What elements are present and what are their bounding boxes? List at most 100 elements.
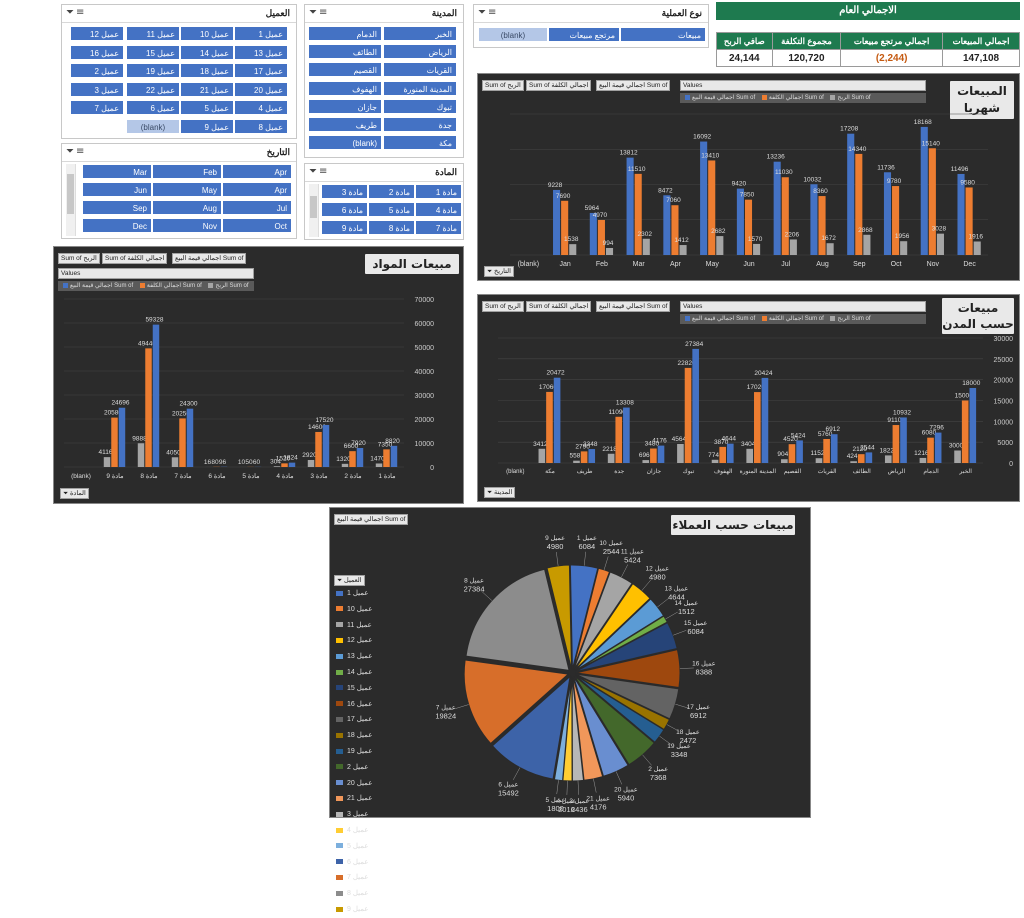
axis-field-button[interactable]: ⏷ المادة [60,488,89,499]
slicer-item[interactable]: الرياض [383,44,457,59]
x-tick-label: مادة 6 [208,472,226,480]
legend-item[interactable]: عميل 8 [336,886,396,902]
slicer-scrollbar[interactable] [309,184,319,237]
legend-item[interactable]: عميل 9 [336,902,396,918]
legend-item[interactable]: عميل 4 [336,823,396,839]
slicer-item[interactable]: عميل 1 [234,26,288,41]
slicer-item[interactable]: عميل 20 [234,82,288,97]
slicer-item[interactable]: عميل 10 [180,26,234,41]
clear-filter-icon[interactable]: ⏷≡ [66,7,86,18]
slicer-item[interactable]: مكة [383,135,457,150]
legend-item[interactable]: عميل 11 [336,618,396,634]
slicer-item[interactable]: Oct [222,218,292,233]
legend-item[interactable]: عميل 1 [336,586,396,602]
slicer-item[interactable]: عميل 21 [180,82,234,97]
legend-item[interactable]: عميل 2 [336,760,396,776]
legend-item[interactable]: عميل 15 [336,681,396,697]
slicer-item[interactable]: عميل 11 [126,26,180,41]
slicer-item[interactable]: طريف [308,117,382,132]
slicer-item[interactable]: عميل 8 [234,119,288,134]
legend-item[interactable]: عميل 16 [336,697,396,713]
legend-item[interactable]: عميل 6 [336,855,396,871]
slicer-item[interactable]: مادة 1 [415,184,462,199]
slicer-item[interactable]: عميل 7 [70,100,124,115]
legend-item[interactable]: عميل 5 [336,839,396,855]
slicer-item[interactable]: عميل 18 [180,63,234,78]
legend-item[interactable]: عميل 14 [336,665,396,681]
slicer-item[interactable]: Apr [222,164,292,179]
legend-field-button[interactable]: ⏷ العميل [334,575,365,586]
slicer-item[interactable]: مادة 5 [368,202,415,217]
slicer-item[interactable]: Dec [82,218,152,233]
scroll-thumb[interactable] [310,196,317,218]
legend-item[interactable]: عميل 19 [336,744,396,760]
slicer-item[interactable]: مادة 6 [321,202,368,217]
slicer-item[interactable]: عميل 14 [180,45,234,60]
slicer-item[interactable]: المدينة المنورة [383,81,457,96]
slicer-item[interactable]: مبيعات [620,27,706,42]
clear-filter-icon[interactable]: ⏷≡ [309,7,329,18]
slicer-item[interactable]: Jun [82,182,152,197]
slicer-item[interactable]: عميل 2 [70,63,124,78]
clear-filter-icon[interactable]: ⏷≡ [66,146,86,157]
slicer-item[interactable]: مرتجع مبيعات [548,27,620,42]
slicer-item[interactable]: القريات [383,62,457,77]
slicer-item[interactable]: عميل 3 [70,82,124,97]
slicer-item[interactable]: Jul [222,200,292,215]
scroll-thumb[interactable] [67,174,74,214]
slicer-item[interactable]: Sep [82,200,152,215]
slicer-item[interactable]: عميل 9 [180,119,234,134]
slicer-item[interactable]: مادة 4 [415,202,462,217]
slicer-item[interactable]: الهفوف [308,81,382,96]
slicer-item[interactable]: عميل 16 [70,45,124,60]
slicer-item[interactable]: مادة 7 [415,220,462,235]
slicer-item[interactable]: (blank) [308,135,382,150]
slicer-item[interactable]: عميل 4 [234,100,288,115]
slicer-item[interactable]: Aug [152,200,222,215]
slicer-item[interactable]: جازان [308,99,382,114]
slicer-item[interactable]: تبوك [383,99,457,114]
slicer-item[interactable]: May [152,182,222,197]
legend-item[interactable]: عميل 18 [336,728,396,744]
legend-item[interactable]: عميل 3 [336,807,396,823]
slicer-item[interactable]: عميل 5 [180,100,234,115]
slicer-item[interactable]: مادة 8 [368,220,415,235]
legend-item[interactable]: عميل 10 [336,602,396,618]
slicer-item[interactable]: عميل 6 [126,100,180,115]
chart-customer-pie[interactable]: اجمالي قيمة البيع Sum of مبيعات حسب العم… [329,507,811,818]
slicer-item[interactable]: القصيم [308,62,382,77]
chart-city-sales[interactable]: Sum of الربح Sum of اجمالي الكلفة اجمالي… [477,294,1020,502]
legend-item[interactable]: عميل 20 [336,776,396,792]
axis-field-button[interactable]: ⏷ التاريخ [484,266,514,277]
slicer-scrollbar[interactable] [66,164,76,236]
chart-monthly-sales[interactable]: Sum of الربح Sum of اجمالي الكلفة اجمالي… [477,73,1020,281]
slicer-item[interactable]: مادة 2 [368,184,415,199]
slicer-item[interactable]: جدة [383,117,457,132]
legend-item[interactable]: عميل 21 [336,791,396,807]
slicer-item[interactable]: عميل 13 [234,45,288,60]
slicer-item[interactable]: عميل 19 [126,63,180,78]
slicer-item[interactable]: Mar [82,164,152,179]
slicer-item[interactable]: عميل 17 [234,63,288,78]
clear-filter-icon[interactable]: ⏷≡ [309,166,329,177]
slicer-item[interactable]: (blank) [126,119,180,134]
slicer-item[interactable]: عميل 12 [70,26,124,41]
legend-item[interactable]: عميل 13 [336,649,396,665]
slicer-item[interactable]: عميل 22 [126,82,180,97]
slicer-item[interactable]: Nov [152,218,222,233]
chart-material-sales[interactable]: Sum of الربح Sum of اجمالي الكلفة اجمالي… [53,246,464,504]
slicer-item[interactable]: عميل 15 [126,45,180,60]
slicer-item[interactable]: (blank) [478,27,548,42]
slicer-item[interactable]: مادة 9 [321,220,368,235]
slicer-item[interactable]: مادة 3 [321,184,368,199]
legend-item[interactable]: عميل 7 [336,870,396,886]
axis-field-button[interactable]: ⏷ المدينة [484,487,515,498]
clear-filter-icon[interactable]: ⏷≡ [478,7,498,18]
slicer-item[interactable]: الخبر [383,26,457,41]
slicer-item[interactable]: الطائف [308,44,382,59]
slicer-item[interactable]: الدمام [308,26,382,41]
legend-item[interactable]: عميل 17 [336,712,396,728]
slicer-item[interactable]: Apr [222,182,292,197]
legend-item[interactable]: عميل 12 [336,633,396,649]
slicer-item[interactable]: Feb [152,164,222,179]
